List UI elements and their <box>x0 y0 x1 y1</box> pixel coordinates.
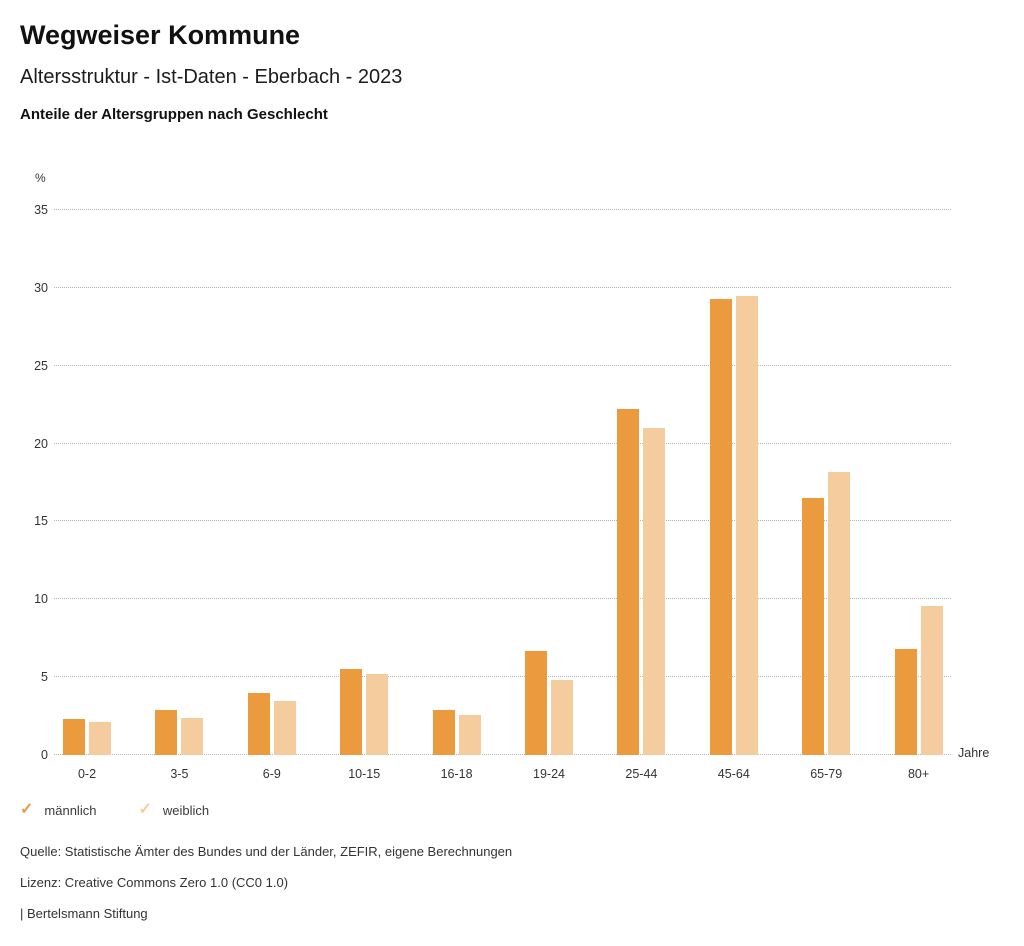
x-tick-label-6-9: 6-9 <box>262 767 281 781</box>
source-line: Quelle: Statistische Ämter des Bundes un… <box>20 844 513 859</box>
bar-maennlich-45-64 <box>709 298 732 755</box>
bar-maennlich-3-5 <box>155 709 178 755</box>
y-axis-unit-label: % <box>35 171 46 185</box>
bar-maennlich-65-79 <box>802 498 825 755</box>
bar-maennlich-80+ <box>894 649 917 755</box>
gridline-30 <box>54 286 951 288</box>
bar-weiblich-25-44 <box>643 428 666 755</box>
y-tick-label-0: 0 <box>41 748 48 762</box>
y-tick-label-20: 20 <box>34 436 48 451</box>
y-tick-label-10: 10 <box>34 592 48 607</box>
gridline-20 <box>54 442 951 444</box>
app-title: Wegweiser Kommune <box>20 20 301 50</box>
plot-area: 0 5 10 15 20 25 30 35 0-2 3-5 6-9 10-15 16-18 19-24 25… <box>34 203 951 781</box>
gridline-10 <box>54 598 951 600</box>
x-tick-label-45-64: 45-64 <box>717 767 750 781</box>
bar-maennlich-6-9 <box>247 692 270 755</box>
attribution-line: | Bertelsmann Stiftung <box>20 906 148 921</box>
legend-item-maennlich[interactable]: ✓ männlich <box>20 802 96 818</box>
legend: ✓ männlich ✓ weiblich <box>20 802 209 818</box>
y-tick-label-35: 35 <box>34 203 48 217</box>
x-tick-label-10-15: 10-15 <box>348 767 381 781</box>
x-tick-label-25-44: 25-44 <box>625 767 658 781</box>
bar-weiblich-19-24 <box>551 680 573 755</box>
bar-weiblich-10-15 <box>366 674 389 755</box>
bar-weiblich-6-9 <box>273 700 296 755</box>
y-tick-label-25: 25 <box>34 358 48 373</box>
bar-weiblich-65-79 <box>828 471 851 755</box>
section-title: Anteile der Altersgruppen nach Geschlech… <box>20 106 328 123</box>
x-tick-label-19-24: 19-24 <box>533 767 565 781</box>
gridline-15 <box>54 520 951 522</box>
bar-weiblich-3-5 <box>181 717 204 755</box>
gridline-35 <box>54 209 951 210</box>
gridline-25 <box>54 364 951 366</box>
y-tick-label-30: 30 <box>34 280 48 295</box>
x-tick-label-16-18: 16-18 <box>440 767 473 781</box>
license-line: Lizenz: Creative Commons Zero 1.0 (CC0 1… <box>20 875 289 890</box>
check-icon: ✓ <box>138 801 152 818</box>
x-tick-label-80+: 80+ <box>907 767 930 781</box>
x-tick-label-65-79: 65-79 <box>810 767 843 781</box>
y-tick-label-5: 5 <box>41 670 48 685</box>
x-tick-label-0-2: 0-2 <box>77 767 97 781</box>
bar-weiblich-16-18 <box>458 714 481 755</box>
gridline-0 <box>54 754 951 755</box>
bar-maennlich-0-2 <box>63 719 85 755</box>
bar-weiblich-0-2 <box>89 722 111 755</box>
bar-weiblich-45-64 <box>735 295 758 755</box>
legend-item-weiblich[interactable]: ✓ weiblich <box>138 802 209 818</box>
x-tick-label-3-5: 3-5 <box>170 767 189 781</box>
bar-maennlich-10-15 <box>340 669 363 755</box>
x-axis-label: Jahre <box>958 746 990 760</box>
y-tick-label-15: 15 <box>34 514 48 529</box>
legend-label: weiblich <box>162 802 210 818</box>
check-icon: ✓ <box>20 801 34 818</box>
gridline-5 <box>54 676 951 678</box>
bar-maennlich-19-24 <box>525 650 547 755</box>
chart-subtitle: Altersstruktur - Ist-Daten - Eberbach - … <box>20 66 403 88</box>
bar-maennlich-16-18 <box>432 709 455 755</box>
legend-label: männlich <box>44 802 97 818</box>
bar-maennlich-25-44 <box>617 409 640 755</box>
bar-weiblich-80+ <box>920 605 943 755</box>
